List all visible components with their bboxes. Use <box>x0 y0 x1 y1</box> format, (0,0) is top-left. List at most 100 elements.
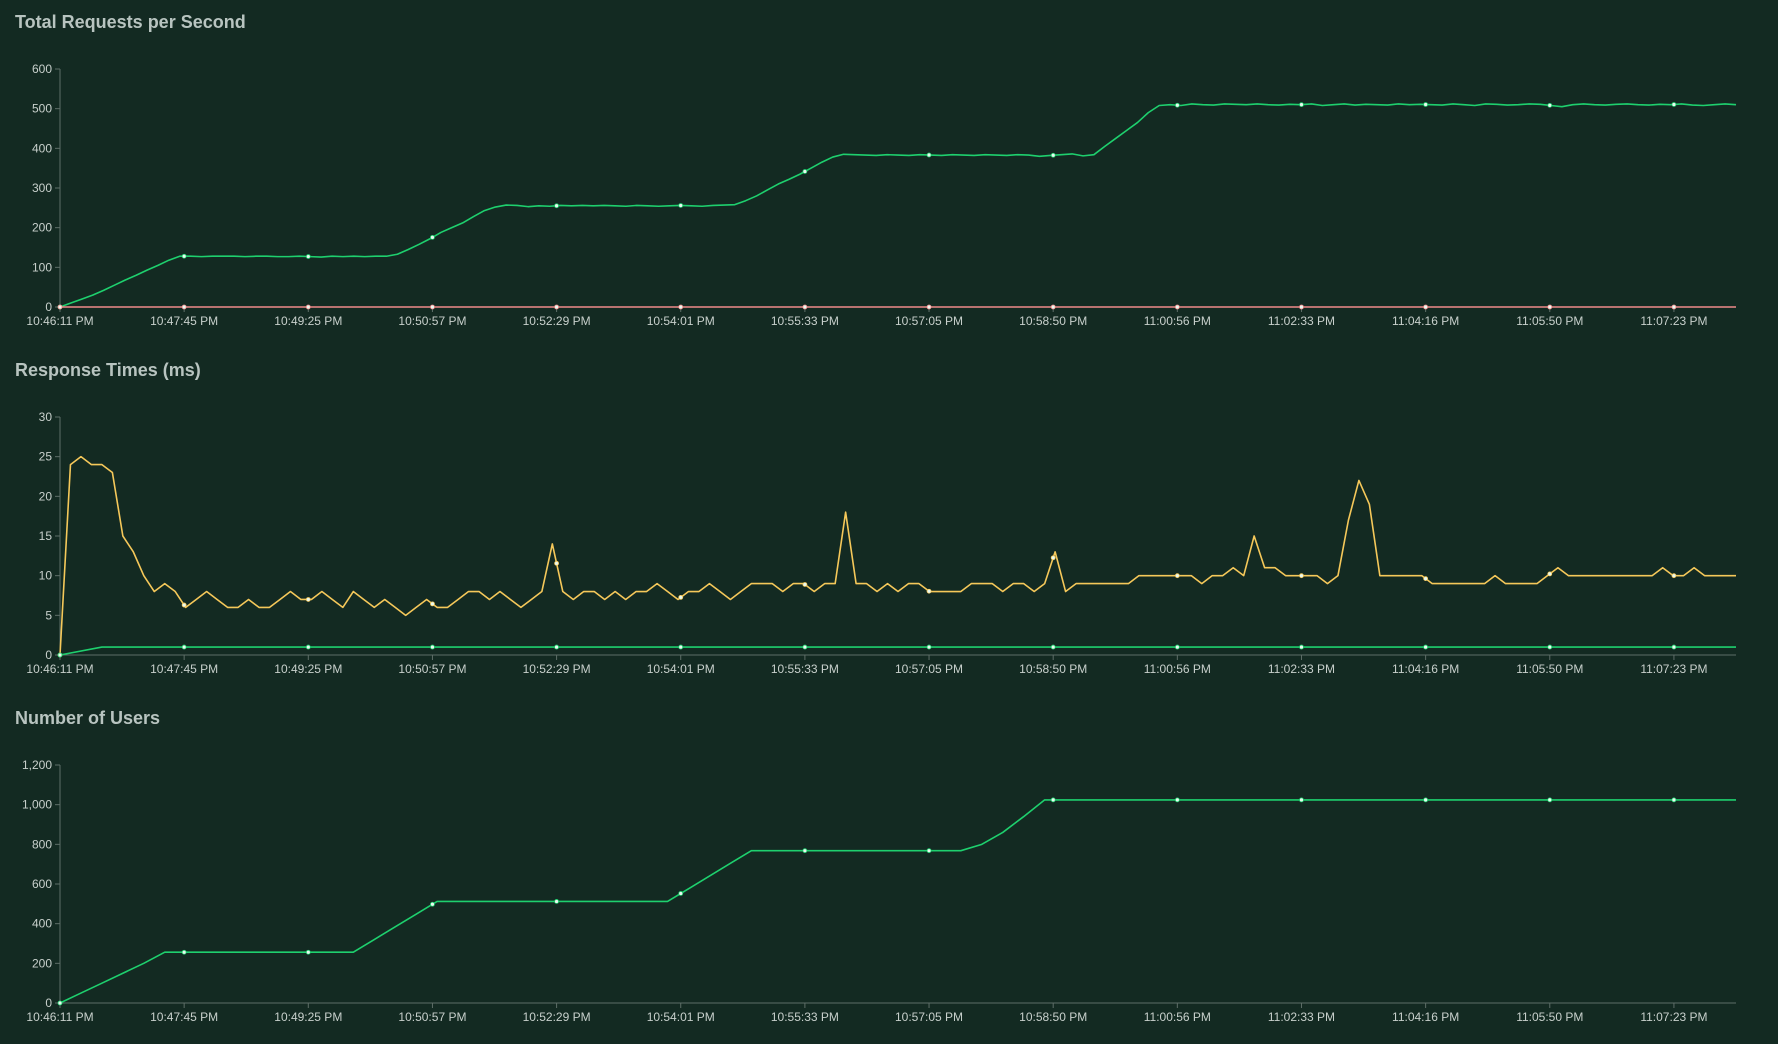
response-times-series-0-point <box>1423 576 1429 582</box>
response-times-series-0-point <box>1299 573 1304 579</box>
requests-series-1-point <box>1547 304 1553 310</box>
users-y-tick-label: 200 <box>32 956 52 970</box>
response-times-series-0-point <box>305 597 311 602</box>
users-x-tick-label: 10:46:11 PM <box>26 1010 93 1024</box>
response-times-series-1-point <box>1671 644 1677 650</box>
users-x-tick-label: 10:57:05 PM <box>895 1010 963 1024</box>
requests-y-tick-label: 200 <box>32 221 52 235</box>
chart-svg-users: 0 200 400 600 800 1,000 1,200 10:46:11 PM 10:47:… <box>22 758 1736 1024</box>
users-series-0-point <box>1423 797 1429 803</box>
users-series-0-point <box>1671 797 1677 803</box>
chart-plot-response-times: 0 5 10 15 20 25 30 10:46:11 PM 10:47:45 PM 10:49:… <box>0 348 1778 696</box>
requests-series-0-point <box>1299 102 1304 108</box>
requests-x-tick-label: 11:02:33 PM <box>1268 314 1335 328</box>
response-times-series-0-point <box>1050 555 1056 561</box>
response-times-series-1-point <box>926 644 932 650</box>
requests-series-1-point <box>57 304 63 310</box>
response-times-series-1-point <box>802 644 808 650</box>
response-times-series-0-point <box>1547 571 1553 577</box>
requests-x-tick-label: 10:58:50 PM <box>1019 314 1087 328</box>
response-times-x-tick-label: 10:57:05 PM <box>895 662 963 676</box>
requests-series-1-point <box>1299 304 1304 310</box>
response-times-series-0-point <box>430 601 435 607</box>
response-times-y-tick-label: 30 <box>39 410 53 424</box>
response-times-series-1-point <box>678 644 684 650</box>
requests-series-0-point <box>554 203 559 209</box>
response-times-y-tick-label: 25 <box>39 450 53 464</box>
chart-panel-users: 0 200 400 600 800 1,000 1,200 10:46:11 PM 10:47:… <box>0 696 1778 1044</box>
response-times-series-0-point <box>554 560 559 566</box>
users-series-0-point <box>1547 797 1553 803</box>
users-x-tick-label: 11:05:50 PM <box>1516 1010 1583 1024</box>
response-times-y-tick-label: 10 <box>39 569 53 583</box>
users-x-tick-label: 11:02:33 PM <box>1268 1010 1335 1024</box>
users-series-0-point <box>305 949 311 955</box>
response-times-y-tick-label: 20 <box>39 489 53 503</box>
users-x-tick-label: 11:00:56 PM <box>1144 1010 1211 1024</box>
requests-y-tick-label: 500 <box>32 102 52 116</box>
requests-series-0-point <box>1050 152 1056 158</box>
response-times-series-1-point <box>430 644 435 650</box>
requests-series-1-point <box>926 304 932 310</box>
requests-x-tick-label: 10:49:25 PM <box>274 314 342 328</box>
users-series-0-point <box>678 891 684 896</box>
chart-title-users: Number of Users <box>15 708 161 728</box>
requests-y-tick-label: 0 <box>45 300 52 314</box>
requests-series-1-point <box>678 304 684 310</box>
requests-series-1-point <box>802 304 808 310</box>
users-x-tick-label: 10:49:25 PM <box>274 1010 342 1024</box>
users-series-0-point <box>926 848 932 854</box>
requests-series-0-point <box>181 253 187 259</box>
requests-series-1-point <box>305 304 311 310</box>
requests-x-tick-label: 10:47:45 PM <box>150 314 218 328</box>
requests-series-1-point <box>554 304 559 310</box>
requests-series-1-point <box>430 304 435 310</box>
users-y-tick-label: 1,200 <box>22 758 52 772</box>
requests-series-0-point <box>1547 102 1553 108</box>
users-series-0-point <box>1174 797 1180 803</box>
response-times-x-tick-label: 10:46:11 PM <box>26 662 93 676</box>
users-y-tick-label: 1,000 <box>22 798 52 812</box>
response-times-x-tick-label: 10:55:33 PM <box>771 662 839 676</box>
users-x-tick-label: 10:54:01 PM <box>647 1010 715 1024</box>
requests-x-tick-label: 11:00:56 PM <box>1144 314 1211 328</box>
response-times-series-0-point <box>181 602 187 608</box>
chart-panel-response-times: 0 5 10 15 20 25 30 10:46:11 PM 10:47:45 PM 10:49:… <box>0 348 1778 696</box>
requests-series-0-point <box>430 234 435 240</box>
response-times-series-1-point <box>1299 644 1304 650</box>
response-times-series-1-point <box>1174 644 1180 650</box>
response-times-series-1-point <box>554 644 559 650</box>
users-series-0-point <box>802 848 808 854</box>
requests-series-0-point <box>802 169 808 174</box>
response-times-x-tick-label: 10:47:45 PM <box>150 662 218 676</box>
users-x-tick-label: 10:50:57 PM <box>398 1010 466 1024</box>
response-times-x-tick-label: 10:52:29 PM <box>523 662 591 676</box>
response-times-x-tick-label: 11:00:56 PM <box>1144 662 1211 676</box>
users-series-0-line <box>59 799 1736 1004</box>
requests-series-0-point <box>305 254 311 259</box>
response-times-x-tick-label: 10:49:25 PM <box>274 662 342 676</box>
response-times-series-1-point <box>305 644 311 650</box>
chart-plot-users: 0 200 400 600 800 1,000 1,200 10:46:11 PM 10:47:… <box>0 696 1778 1044</box>
users-series-0-point <box>430 901 435 907</box>
response-times-series-0-point <box>1174 573 1180 579</box>
chart-plot-requests: 0 100 200 300 400 500 600 10:46:11 PM 10:47:45 P… <box>0 0 1778 348</box>
response-times-series-0-point <box>926 588 932 594</box>
users-x-tick-label: 10:47:45 PM <box>150 1010 218 1024</box>
requests-x-tick-label: 11:05:50 PM <box>1516 314 1583 328</box>
requests-x-tick-label: 11:04:16 PM <box>1392 314 1459 328</box>
response-times-x-tick-label: 11:07:23 PM <box>1640 662 1707 676</box>
response-times-series-0-point <box>678 595 684 600</box>
response-times-series-1-point <box>181 644 187 650</box>
requests-series-1-point <box>1423 304 1429 310</box>
chart-title-requests: Total Requests per Second <box>15 12 246 32</box>
users-series-0-point <box>181 949 187 955</box>
chart-panel-requests: 0 100 200 300 400 500 600 10:46:11 PM 10:47:45 P… <box>0 0 1778 348</box>
requests-series-0-line <box>59 103 1737 308</box>
response-times-x-tick-label: 11:05:50 PM <box>1516 662 1583 676</box>
response-times-series-1-point <box>1547 644 1553 650</box>
users-y-tick-label: 800 <box>32 837 52 851</box>
response-times-series-0-point <box>802 582 808 587</box>
users-x-tick-label: 10:52:29 PM <box>523 1010 591 1024</box>
requests-series-0-point <box>678 203 684 208</box>
